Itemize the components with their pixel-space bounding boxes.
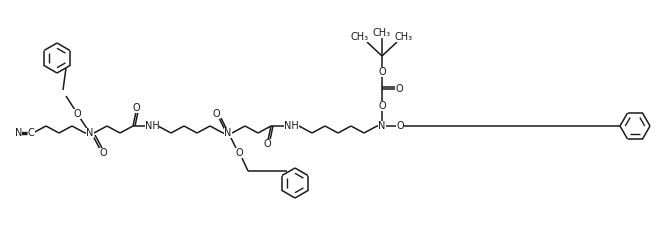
Text: N: N (15, 128, 22, 138)
Text: C: C (28, 128, 35, 138)
Text: O: O (212, 109, 220, 119)
Text: NH: NH (283, 121, 299, 131)
Text: O: O (395, 84, 403, 94)
Text: O: O (100, 148, 107, 158)
Text: N: N (224, 128, 232, 138)
Text: CH₃: CH₃ (351, 32, 369, 42)
Text: N: N (378, 121, 386, 131)
Text: NH: NH (144, 121, 159, 131)
Text: CH₃: CH₃ (373, 28, 391, 38)
Text: O: O (378, 101, 386, 111)
Text: O: O (378, 67, 386, 77)
Text: O: O (132, 103, 140, 113)
Text: O: O (396, 121, 404, 131)
Text: O: O (235, 148, 243, 158)
Text: O: O (73, 109, 81, 119)
Text: N: N (86, 128, 94, 138)
Text: O: O (263, 139, 271, 149)
Text: CH₃: CH₃ (395, 32, 413, 42)
